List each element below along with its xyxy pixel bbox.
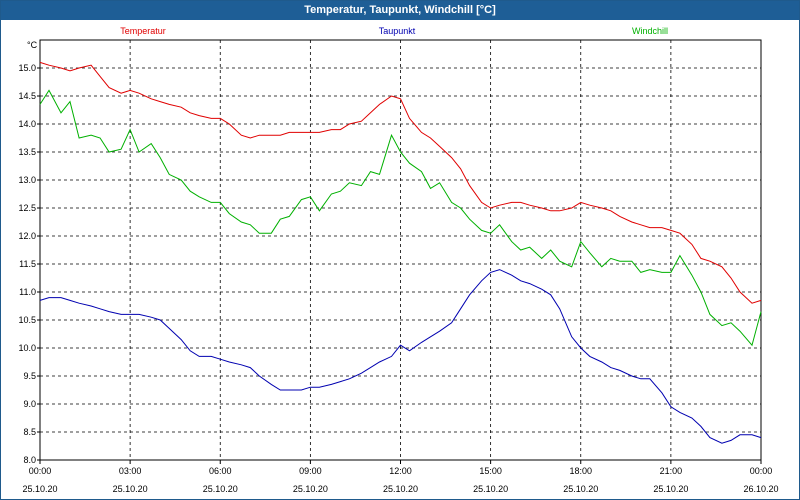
x-tick-time-label: 03:00 — [119, 466, 142, 476]
x-tick-date-label: 26.10.20 — [743, 484, 778, 494]
x-tick-date-label: 25.10.20 — [383, 484, 418, 494]
x-tick-time-label: 21:00 — [660, 466, 683, 476]
grid-lines — [40, 40, 761, 461]
x-tick-time-label: 06:00 — [209, 466, 232, 476]
series-lines — [39, 61, 762, 444]
y-tick-label: 13.5 — [18, 147, 36, 157]
x-tick-date-label: 25.10.20 — [563, 484, 598, 494]
y-tick-label: 14.0 — [18, 119, 36, 129]
y-tick-label: 9.0 — [23, 399, 36, 409]
y-tick-label: 8.5 — [23, 427, 36, 437]
x-tick-date-label: 25.10.20 — [113, 484, 148, 494]
chart-title: Temperatur, Taupunkt, Windchill [°C] — [1, 1, 799, 20]
x-tick-time-label: 00:00 — [29, 466, 52, 476]
x-tick-date-label: 25.10.20 — [22, 484, 57, 494]
series-line-windchill — [39, 89, 762, 347]
legend-item-windchill: Windchill — [632, 26, 668, 36]
y-tick-label: 12.5 — [18, 203, 36, 213]
legend-item-taupunkt: Taupunkt — [379, 26, 416, 36]
y-axis-label: °C — [27, 40, 38, 50]
y-tick-label: 8.0 — [23, 455, 36, 465]
y-tick-label: 10.5 — [18, 315, 36, 325]
series-line-temperatur — [39, 61, 762, 304]
y-tick-label: 9.5 — [23, 371, 36, 381]
x-tick-time-label: 15:00 — [479, 466, 502, 476]
x-tick-date-label: 25.10.20 — [203, 484, 238, 494]
y-tick-label: 10.0 — [18, 343, 36, 353]
y-tick-label: 14.5 — [18, 91, 36, 101]
x-tick-time-label: 00:00 — [750, 466, 773, 476]
legend: Temperatur Taupunkt Windchill — [120, 26, 668, 36]
x-tick-date-label: 25.10.20 — [473, 484, 508, 494]
legend-item-temperatur: Temperatur — [120, 26, 166, 36]
x-tick-date-label: 25.10.20 — [653, 484, 688, 494]
series-line-taupunkt — [39, 269, 762, 444]
x-tick-date-label: 25.10.20 — [293, 484, 328, 494]
x-tick-time-label: 12:00 — [389, 466, 412, 476]
x-axis: 00:00 25.10.20 03:00 25.10.20 06:00 25.10.20 0… — [22, 460, 779, 494]
y-tick-label: 11.5 — [19, 259, 36, 269]
y-tick-label: 12.0 — [18, 231, 36, 241]
y-tick-label: 15.0 — [18, 63, 36, 73]
x-tick-time-label: 09:00 — [299, 466, 322, 476]
y-tick-label: 11.0 — [19, 287, 36, 297]
y-axis: °C 8.0 8.5 9.0 9.5 10.0 10.5 11.0 11.5 12.0 12.5 1… — [18, 40, 40, 465]
y-tick-label: 13.0 — [18, 175, 36, 185]
x-tick-time-label: 18:00 — [569, 466, 592, 476]
